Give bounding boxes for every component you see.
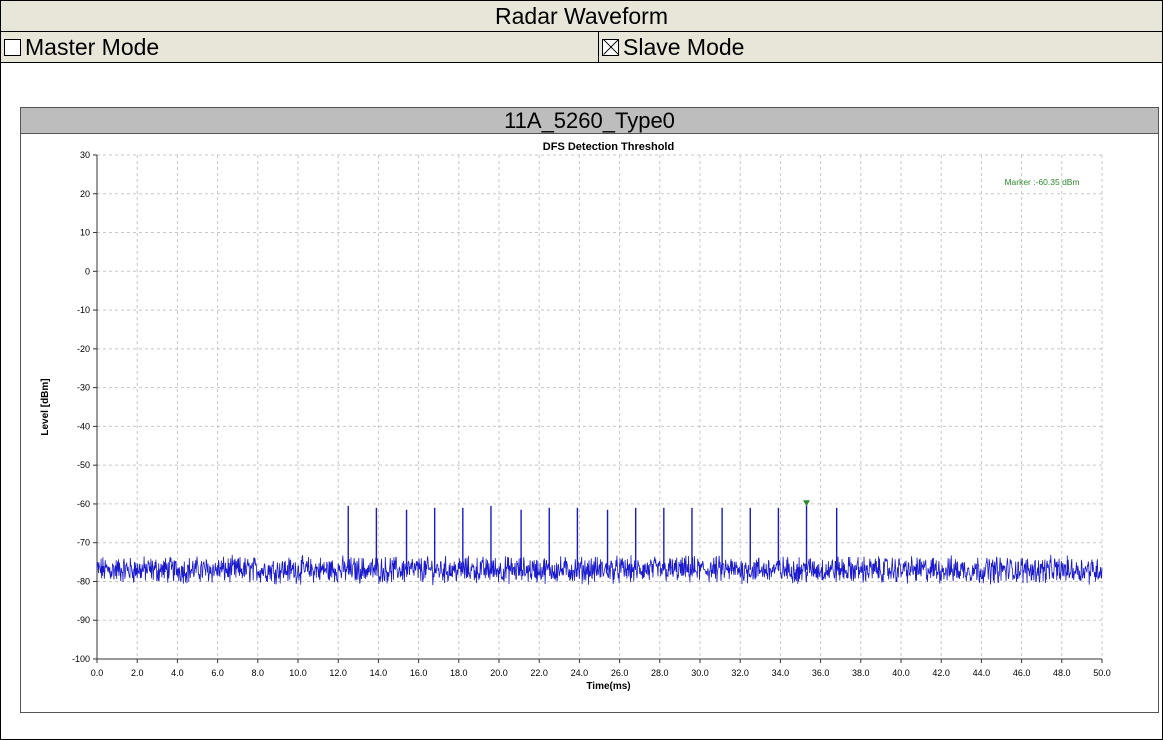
plot-panel: 11A_5260_Type0 0.0 2.0 4.0 6.0 8.0 10.0 12.0 14… (20, 107, 1159, 713)
y-tick-label: -50 (77, 460, 90, 470)
x-tick-label: 18.0 (450, 668, 468, 678)
x-tick-label: 16.0 (410, 668, 428, 678)
page-title: Radar Waveform (1, 1, 1162, 32)
x-tick-label: 36.0 (812, 668, 830, 678)
x-tick-label: 40.0 (892, 668, 910, 678)
x-tick-label: 24.0 (571, 668, 589, 678)
y-tick-label: -80 (77, 576, 90, 586)
x-tick-label: 42.0 (932, 668, 950, 678)
master-mode-label: Master Mode (25, 33, 160, 60)
y-tick-label: 20 (80, 189, 90, 199)
x-tick-label: 38.0 (852, 668, 870, 678)
y-tick-label: -90 (77, 615, 90, 625)
marker-label: Marker :-60.35 dBm (1004, 177, 1079, 187)
y-tick-label: -20 (77, 344, 90, 354)
y-tick-label: -40 (77, 421, 90, 431)
master-mode-option[interactable]: Master Mode (1, 32, 599, 62)
y-tick-label: 30 (80, 150, 90, 160)
marker-triangle (803, 500, 811, 507)
x-tick-label: 20.0 (490, 668, 508, 678)
noise-trace (96, 554, 1103, 586)
plot-title: 11A_5260_Type0 (21, 108, 1158, 134)
x-tick-label: 0.0 (91, 668, 104, 678)
y-tick-label: -100 (72, 654, 90, 664)
x-tick-label: 4.0 (171, 668, 184, 678)
x-tick-label: 6.0 (211, 668, 224, 678)
slave-mode-option[interactable]: Slave Mode (599, 32, 1162, 62)
x-tick-label: 12.0 (329, 668, 347, 678)
x-tick-label: 50.0 (1093, 668, 1111, 678)
x-tick-label: 8.0 (252, 668, 265, 678)
y-tick-label: -70 (77, 538, 90, 548)
x-tick-label: 2.0 (131, 668, 144, 678)
x-tick-label: 32.0 (731, 668, 749, 678)
mode-bar: Master Mode Slave Mode (1, 32, 1162, 63)
y-axis-label: Level [dBm] (40, 378, 51, 435)
master-mode-checkbox[interactable] (4, 38, 21, 56)
x-tick-label: 30.0 (691, 668, 709, 678)
y-tick-label: 0 (85, 266, 90, 276)
x-tick-label: 26.0 (611, 668, 629, 678)
x-tick-label: 28.0 (651, 668, 669, 678)
x-axis-label: Time(ms) (586, 681, 630, 692)
chart-title: DFS Detection Threshold (543, 141, 674, 153)
x-tick-label: 34.0 (772, 668, 790, 678)
dfs-chart: 0.0 2.0 4.0 6.0 8.0 10.0 12.0 14.0 16.0 18.0 20.0 2… (40, 141, 1111, 692)
y-tick-label: 10 (80, 228, 90, 238)
x-tick-label: 44.0 (973, 668, 991, 678)
x-tick-label: 46.0 (1013, 668, 1031, 678)
x-tick-label: 48.0 (1053, 668, 1071, 678)
y-tick-label: -30 (77, 383, 90, 393)
x-tick-label: 22.0 (530, 668, 548, 678)
slave-mode-label: Slave Mode (623, 33, 745, 60)
y-tick-label: -10 (77, 305, 90, 315)
x-tick-label: 10.0 (289, 668, 307, 678)
y-tick-label: -60 (77, 499, 90, 509)
x-tick-label: 14.0 (370, 668, 388, 678)
slave-mode-checkbox[interactable] (602, 38, 619, 56)
